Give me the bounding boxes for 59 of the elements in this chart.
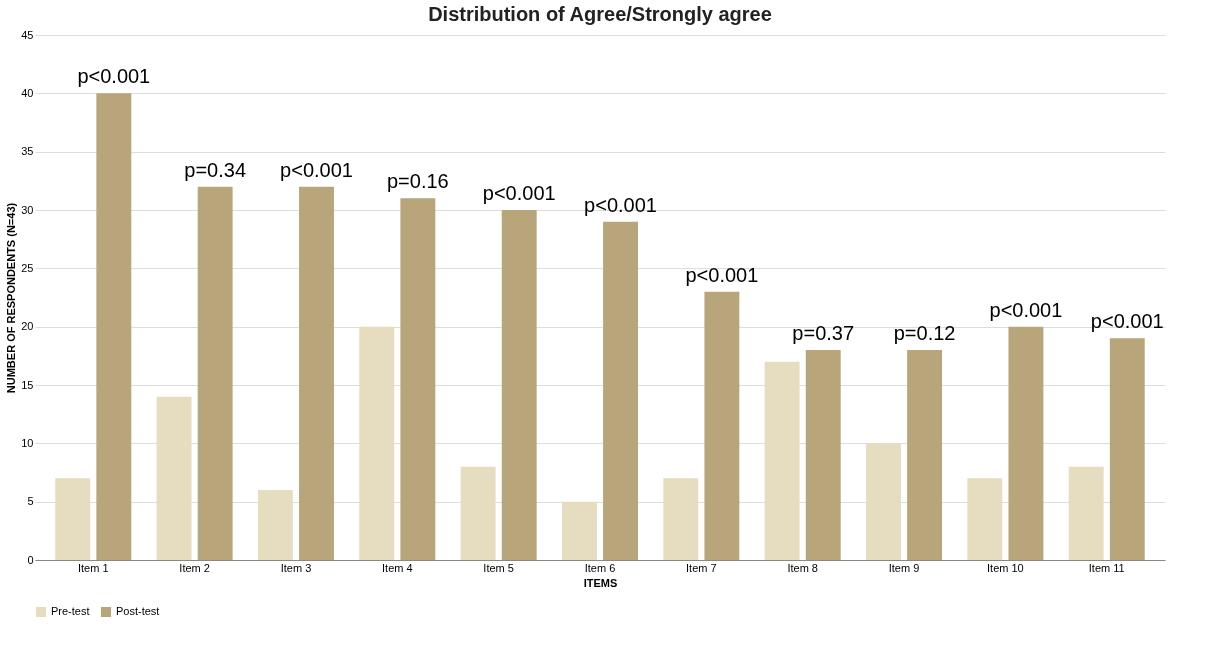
bar [663,478,699,560]
annotation: p=0.37 [792,322,855,344]
x-tick-label: Item 7 [686,561,717,574]
annotation: p=0.34 [184,158,247,181]
bar [866,443,901,560]
annotation: p<0.001 [989,298,1063,321]
bar [967,478,1003,560]
y-tick-label: 10 [21,436,34,449]
bar [156,396,192,560]
bar [257,490,293,560]
y-tick-label: 35 [21,145,34,158]
y-tick-label: 5 [27,495,34,508]
x-tick-label: Item 5 [483,561,514,574]
bar [805,350,841,560]
annotation: p<0.001 [584,193,657,216]
annotation: p=0.12 [893,322,956,344]
legend-label: Pre-test [51,605,90,617]
x-tick-label: Item 1 [77,561,109,574]
bar [501,210,537,560]
annotation: p<0.001 [77,65,151,88]
bar [907,350,943,560]
bar [1068,466,1104,560]
y-tick-label: 30 [21,203,34,216]
y-tick-label: 0 [27,553,34,566]
bar [1109,338,1145,560]
y-tick-label: 15 [21,378,34,391]
bar [96,93,132,560]
bar [603,221,638,560]
x-tick-label: Item 10 [987,561,1024,574]
bar [764,361,800,560]
bar [562,501,597,560]
x-tick-label: Item 4 [382,561,413,574]
bar [197,186,233,560]
bar [400,198,436,560]
x-tick-label: Item 6 [584,561,616,574]
x-tick-label: Item 11 [1088,561,1125,574]
bar [460,466,496,560]
y-axis-title: NUMBER OF RESPONDENTS (N=43) [5,202,18,394]
legend-label: Post-test [116,605,160,617]
annotation: p=0.16 [386,170,449,193]
bar [359,326,395,560]
y-tick-label: 45 [21,28,34,41]
bar [1008,326,1044,560]
y-tick-label: 20 [21,320,34,333]
annotation: p<0.001 [1090,310,1164,333]
chart-title: Distribution of Agree/Strongly agree [428,3,772,25]
bar [55,478,91,560]
x-tick-label: Item 9 [888,561,920,574]
x-axis-title: ITEMS [583,576,618,589]
annotation: p<0.001 [685,263,759,286]
x-tick-label: Item 3 [280,561,312,574]
annotation: p<0.001 [280,158,353,181]
x-tick-label: Item 8 [787,561,818,574]
annotation: p<0.001 [482,182,556,204]
y-tick-label: 25 [21,261,34,274]
y-tick-label: 40 [21,86,34,99]
bar [704,291,740,560]
x-tick-label: Item 2 [179,561,210,574]
bar [299,186,334,560]
